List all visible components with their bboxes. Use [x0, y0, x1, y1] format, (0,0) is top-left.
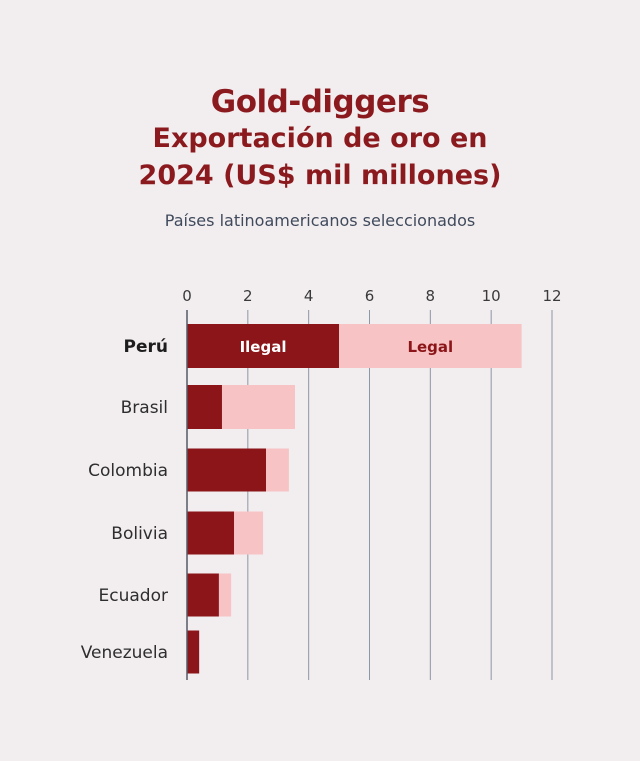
chart-caption: Países latinoamericanos seleccionados [164, 211, 476, 230]
bar-legal [221, 385, 295, 429]
bar-ilegal [187, 630, 200, 674]
x-tick-label: 8 [426, 287, 436, 305]
chart-subtitle-line-2: 2024 (US$ mil millones) [138, 160, 502, 191]
bar-ilegal [187, 385, 222, 429]
bar-legal [339, 324, 522, 368]
category-label: Colombia [88, 461, 168, 481]
chart-title: Gold-diggers [210, 84, 430, 120]
category-label: Perú [124, 337, 168, 357]
x-tick-label: 4 [304, 287, 314, 305]
x-tick-label: 2 [243, 287, 253, 305]
bar-ilegal [187, 324, 340, 368]
x-tick-label: 0 [182, 287, 192, 305]
bar-legal [218, 573, 232, 617]
x-tick-label: 6 [365, 287, 375, 305]
chart-subtitle-line-1: Exportación de oro en [152, 123, 488, 154]
bar-ilegal [187, 573, 219, 617]
category-label: Ecuador [99, 586, 168, 606]
x-tick-label: 12 [542, 287, 561, 305]
chart-subtitle: Exportación de oro en 2024 (US$ mil mill… [0, 120, 640, 194]
category-label: Venezuela [81, 643, 168, 663]
series-label-ilegal: Ilegal [240, 338, 287, 356]
x-tick-label: 10 [482, 287, 501, 305]
bar-legal [266, 448, 289, 492]
category-label: Bolivia [111, 524, 168, 544]
bar-ilegal [187, 511, 235, 555]
category-label: Brasil [121, 398, 168, 418]
bar-legal [234, 511, 264, 555]
series-label-legal: Legal [407, 338, 453, 356]
bar-ilegal [187, 448, 267, 492]
